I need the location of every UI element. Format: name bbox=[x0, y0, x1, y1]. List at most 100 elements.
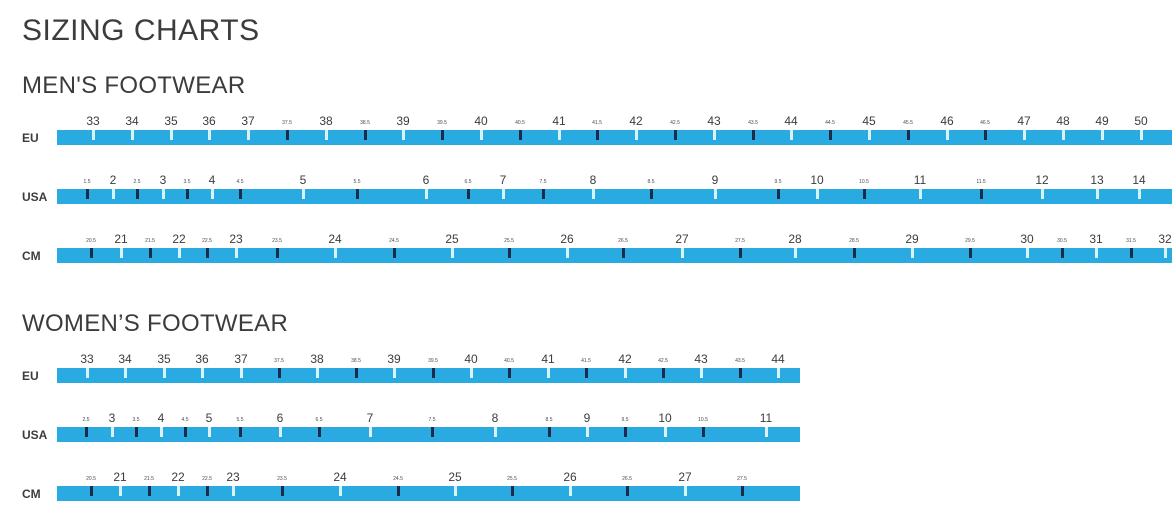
size-label: 46 bbox=[940, 114, 954, 128]
size-tick bbox=[714, 189, 717, 199]
size-tick bbox=[674, 130, 677, 140]
size-label: 1.5 bbox=[83, 179, 91, 185]
size-label: 37 bbox=[241, 114, 255, 128]
size-label: 7.5 bbox=[428, 417, 436, 423]
page-title: SIZING CHARTS bbox=[22, 14, 260, 47]
size-label: 5.5 bbox=[353, 179, 361, 185]
size-label: 31 bbox=[1089, 232, 1103, 246]
size-tick bbox=[119, 486, 122, 496]
size-tick bbox=[276, 248, 279, 258]
size-label: 38.5 bbox=[351, 358, 361, 364]
size-tick bbox=[178, 248, 181, 258]
size-label: 26.5 bbox=[618, 238, 628, 244]
size-label: 7 bbox=[366, 411, 374, 425]
size-tick bbox=[339, 486, 342, 496]
size-ruler-eu: 33 34 35 36 37 37.5 38 38.5 39 39.5 40 40.5 41 41.5 42… bbox=[0, 110, 1172, 145]
size-label: 29.5 bbox=[965, 238, 975, 244]
size-tick bbox=[425, 189, 428, 199]
size-tick bbox=[92, 130, 95, 140]
size-label: 27 bbox=[675, 232, 689, 246]
size-tick bbox=[1023, 130, 1026, 140]
size-tick bbox=[1096, 189, 1099, 199]
size-tick bbox=[919, 189, 922, 199]
size-label: 39.5 bbox=[428, 358, 438, 364]
size-tick bbox=[519, 130, 522, 140]
size-tick bbox=[286, 130, 289, 140]
size-tick bbox=[432, 368, 435, 378]
size-scale-bar bbox=[57, 248, 1172, 263]
size-scale-bar bbox=[57, 189, 1172, 204]
size-tick bbox=[980, 189, 983, 199]
size-tick bbox=[318, 427, 321, 437]
size-tick bbox=[170, 130, 173, 140]
size-tick bbox=[684, 486, 687, 496]
size-tick bbox=[1041, 189, 1044, 199]
size-label: 10.5 bbox=[859, 179, 869, 185]
size-label: 23.5 bbox=[277, 476, 287, 482]
size-tick bbox=[135, 427, 138, 437]
size-label: 9 bbox=[583, 411, 591, 425]
size-tick bbox=[1026, 248, 1029, 258]
size-tick bbox=[752, 130, 755, 140]
size-tick bbox=[622, 248, 625, 258]
size-label: 8 bbox=[491, 411, 499, 425]
size-label: 22 bbox=[171, 470, 185, 484]
size-label: 9.5 bbox=[774, 179, 782, 185]
size-tick bbox=[911, 248, 914, 258]
size-label: 11.5 bbox=[976, 179, 986, 185]
size-label: 21.5 bbox=[145, 238, 155, 244]
size-tick bbox=[90, 248, 93, 258]
size-label: 21 bbox=[113, 470, 127, 484]
size-label: 4 bbox=[208, 173, 216, 187]
size-label: 30 bbox=[1020, 232, 1034, 246]
size-label: 44 bbox=[771, 352, 785, 366]
size-tick bbox=[186, 189, 189, 199]
size-tick bbox=[247, 130, 250, 140]
size-label: 5 bbox=[205, 411, 213, 425]
size-label: 29 bbox=[905, 232, 919, 246]
size-tick bbox=[946, 130, 949, 140]
size-label: 43 bbox=[694, 352, 708, 366]
size-label: 4.5 bbox=[236, 179, 244, 185]
scale-unit-label: EU bbox=[22, 131, 39, 145]
size-ruler-usa: 1.5 2 2.5 3 3.5 4 4.5 5 5.5 6 6.5 7 7.5 8 8.5 9 9.5 10 10.… bbox=[0, 169, 1172, 204]
size-ruler-usa: 2.5 3 3.5 4 4.5 5 5.5 6 6.5 7 7.5 8 8.5 9 9.5 10 10.5 11 U… bbox=[0, 407, 1172, 442]
size-tick bbox=[777, 189, 780, 199]
size-label: 36 bbox=[195, 352, 209, 366]
size-tick bbox=[480, 130, 483, 140]
size-tick bbox=[281, 486, 284, 496]
size-label: 2 bbox=[109, 173, 117, 187]
size-label: 9.5 bbox=[621, 417, 629, 423]
size-label: 38.5 bbox=[360, 120, 370, 126]
size-tick bbox=[569, 486, 572, 496]
size-label: 36 bbox=[202, 114, 216, 128]
size-label: 26.5 bbox=[622, 476, 632, 482]
size-tick bbox=[211, 189, 214, 199]
size-tick bbox=[278, 368, 281, 378]
size-tick bbox=[85, 427, 88, 437]
size-tick bbox=[124, 368, 127, 378]
size-tick bbox=[279, 427, 282, 437]
size-label: 7.5 bbox=[539, 179, 547, 185]
size-tick bbox=[739, 248, 742, 258]
size-tick bbox=[90, 486, 93, 496]
size-tick bbox=[402, 130, 405, 140]
size-label: 8.5 bbox=[647, 179, 655, 185]
size-tick bbox=[470, 368, 473, 378]
size-tick bbox=[700, 368, 703, 378]
size-tick bbox=[765, 427, 768, 437]
size-label: 40 bbox=[464, 352, 478, 366]
size-tick bbox=[624, 427, 627, 437]
scale-unit-label: CM bbox=[22, 249, 41, 263]
size-label: 7 bbox=[499, 173, 507, 187]
size-tick bbox=[713, 130, 716, 140]
size-tick bbox=[592, 189, 595, 199]
size-label: 20.5 bbox=[86, 476, 96, 482]
size-tick bbox=[548, 427, 551, 437]
size-label: 42 bbox=[629, 114, 643, 128]
size-label: 27.5 bbox=[735, 238, 745, 244]
size-tick bbox=[558, 130, 561, 140]
size-tick bbox=[816, 189, 819, 199]
size-tick bbox=[316, 368, 319, 378]
size-label: 26 bbox=[560, 232, 574, 246]
